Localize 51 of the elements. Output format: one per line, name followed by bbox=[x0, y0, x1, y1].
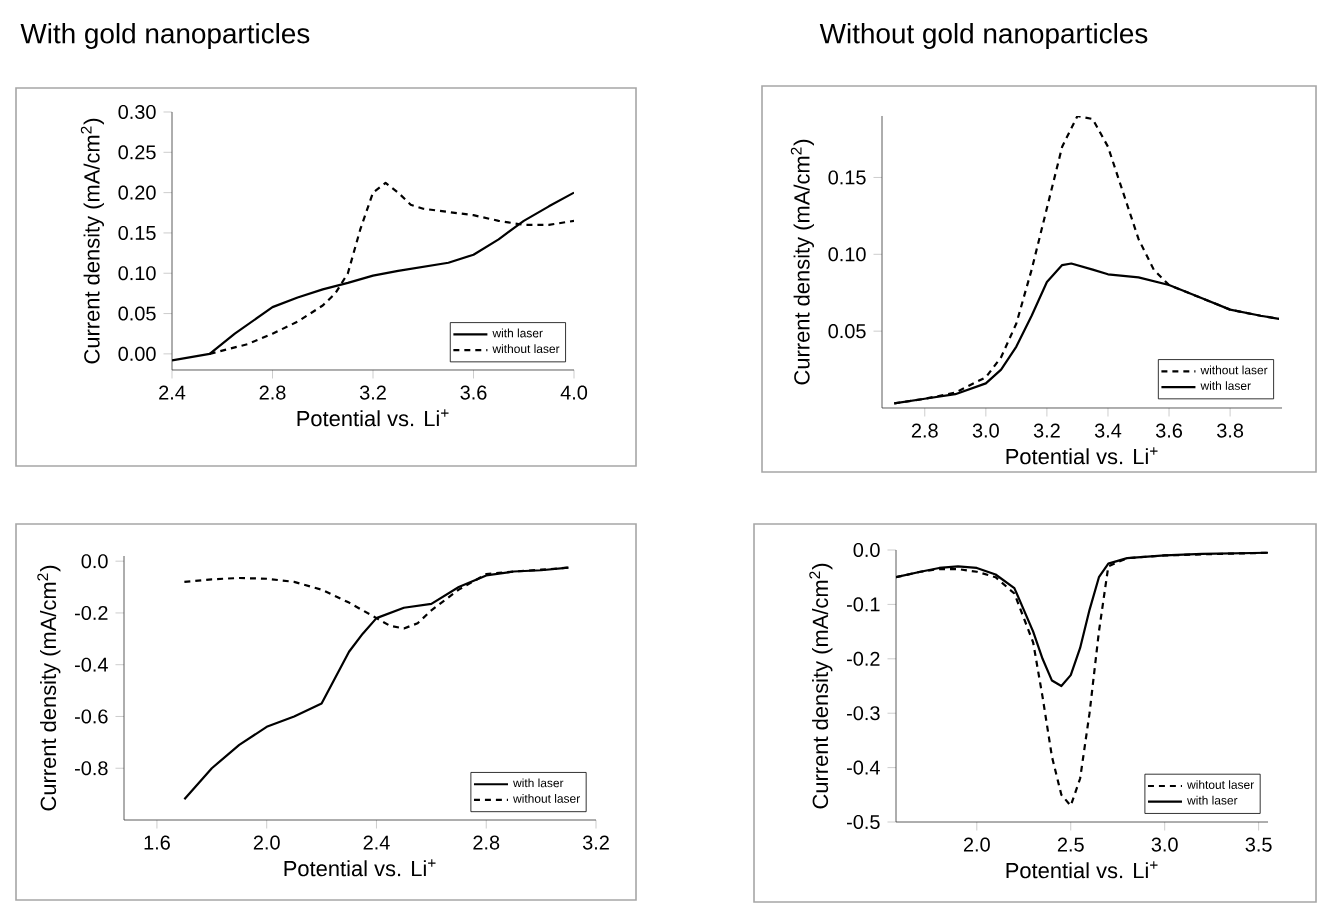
y-tick-label: 0.05 bbox=[118, 306, 156, 321]
y-tick-label: -0.2 bbox=[847, 651, 880, 666]
y-axis-title: Current density (mA/cm$^{2}$) bbox=[809, 563, 833, 809]
y-tick-label: -0.6 bbox=[75, 709, 108, 724]
y-tick-label: 0.30 bbox=[118, 104, 156, 120]
x-tick-label: 2.0 bbox=[253, 835, 280, 850]
y-axis-title: Current density (mA/cm$^{2}$) bbox=[37, 565, 61, 811]
chart-title: Without gold nanoparticles bbox=[819, 22, 1148, 49]
x-tick-label: 2.4 bbox=[159, 385, 186, 400]
y-tick-label: -0.4 bbox=[75, 657, 108, 672]
x-tick-label: 3.6 bbox=[1155, 423, 1183, 438]
x-tick-label: 3.0 bbox=[1151, 837, 1178, 852]
y-tick-label: -0.4 bbox=[847, 760, 880, 775]
chart-title: With gold nanoparticles bbox=[20, 22, 310, 49]
y-tick-label: -0.1 bbox=[847, 597, 880, 612]
x-axis-title: Potential vs. Li$^{+}$ bbox=[1006, 861, 1158, 879]
x-tick-label: 2.5 bbox=[1057, 837, 1084, 852]
x-tick-label: 3.2 bbox=[1033, 423, 1060, 438]
y-tick-label: 0.20 bbox=[118, 185, 156, 200]
x-tick-label: 2.0 bbox=[963, 837, 990, 852]
x-tick-label: 3.6 bbox=[460, 385, 487, 400]
y-tick-label: 0.15 bbox=[828, 170, 866, 185]
x-tick-label: 3.8 bbox=[1217, 423, 1244, 438]
x-tick-label: 2.8 bbox=[911, 423, 938, 438]
y-tick-label: 0.10 bbox=[118, 266, 156, 281]
x-axis-title: Potential vs. Li$^{+}$ bbox=[1006, 447, 1158, 465]
y-axis-title: Current density (mA/cm$^{2}$) bbox=[790, 139, 814, 385]
x-tick-label: 3.5 bbox=[1245, 837, 1272, 852]
x-tick-label: 1.6 bbox=[144, 835, 170, 850]
y-tick-label: -0.5 bbox=[847, 814, 880, 830]
x-tick-label: 2.4 bbox=[363, 835, 390, 850]
y-tick-label: 0.0 bbox=[853, 542, 880, 558]
y-tick-label: -0.8 bbox=[75, 761, 108, 776]
x-tick-label: 2.8 bbox=[259, 385, 286, 400]
x-tick-label: 3.2 bbox=[359, 385, 386, 400]
x-tick-label: 2.8 bbox=[473, 835, 500, 850]
y-tick-label: 0.10 bbox=[828, 247, 866, 262]
x-tick-label: 3.4 bbox=[1094, 423, 1122, 438]
y-tick-label: 0.05 bbox=[828, 324, 866, 339]
x-tick-label: 3.2 bbox=[582, 835, 609, 850]
y-tick-label: -0.3 bbox=[847, 706, 880, 721]
y-tick-label: 0.15 bbox=[118, 225, 156, 240]
y-tick-label: -0.2 bbox=[75, 605, 108, 620]
x-axis-title: Potential vs. Li$^{+}$ bbox=[297, 409, 449, 427]
y-axis-title: Current density (mA/cm$^{2}$) bbox=[80, 118, 104, 364]
x-axis-title: Potential vs. Li$^{+}$ bbox=[284, 859, 436, 877]
y-tick-label: 0.0 bbox=[81, 554, 108, 569]
y-tick-label: 0.00 bbox=[118, 346, 156, 361]
y-tick-label: 0.25 bbox=[118, 145, 156, 160]
x-tick-label: 3.0 bbox=[972, 423, 999, 438]
x-tick-label: 4.0 bbox=[560, 385, 588, 400]
